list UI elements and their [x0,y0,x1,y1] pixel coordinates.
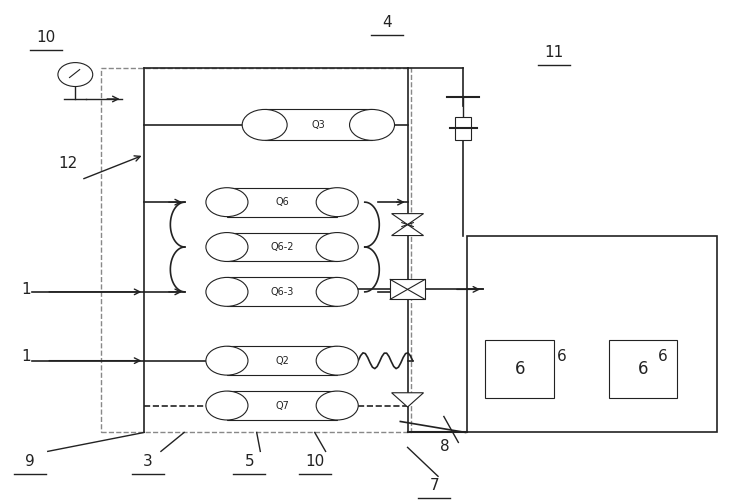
Bar [485,340,554,398]
Text: Q3: Q3 [311,120,325,130]
Bar [608,340,678,398]
Bar [101,68,412,432]
Bar [227,277,337,306]
Text: 6: 6 [658,349,668,364]
Ellipse shape [317,346,358,375]
Ellipse shape [317,277,358,306]
Text: 10: 10 [305,454,325,469]
Text: 12: 12 [58,156,77,171]
Text: 9: 9 [26,454,35,469]
Text: 3: 3 [143,454,153,469]
Polygon shape [392,225,423,235]
Bar [227,187,337,217]
Bar [227,391,337,420]
Bar [467,235,717,432]
Circle shape [58,62,93,87]
Text: Q2: Q2 [275,356,289,366]
Text: 6: 6 [556,349,567,364]
Ellipse shape [206,346,248,375]
Ellipse shape [206,232,248,262]
Polygon shape [392,214,423,225]
Text: 1: 1 [21,349,31,364]
Ellipse shape [349,109,395,140]
Text: 11: 11 [545,45,564,60]
Text: 1: 1 [21,282,31,297]
Text: Q7: Q7 [275,401,289,411]
Text: Q6: Q6 [275,197,289,207]
Ellipse shape [317,391,358,420]
Polygon shape [392,393,423,407]
Text: 5: 5 [245,454,254,469]
Text: Q6-2: Q6-2 [270,242,294,252]
Ellipse shape [317,187,358,217]
Text: 8: 8 [441,439,450,454]
Ellipse shape [206,187,248,217]
Text: 6: 6 [637,360,648,378]
Ellipse shape [317,232,358,262]
Bar [390,279,425,299]
Text: 6: 6 [515,360,525,378]
Text: 10: 10 [37,30,56,45]
Ellipse shape [206,391,248,420]
Text: Q6-3: Q6-3 [270,287,294,297]
Text: 4: 4 [382,15,392,30]
Ellipse shape [242,109,287,140]
Bar [227,232,337,262]
Bar [227,346,337,375]
Bar [265,109,372,140]
Ellipse shape [206,277,248,306]
Bar [455,117,471,140]
Text: 7: 7 [430,478,439,493]
